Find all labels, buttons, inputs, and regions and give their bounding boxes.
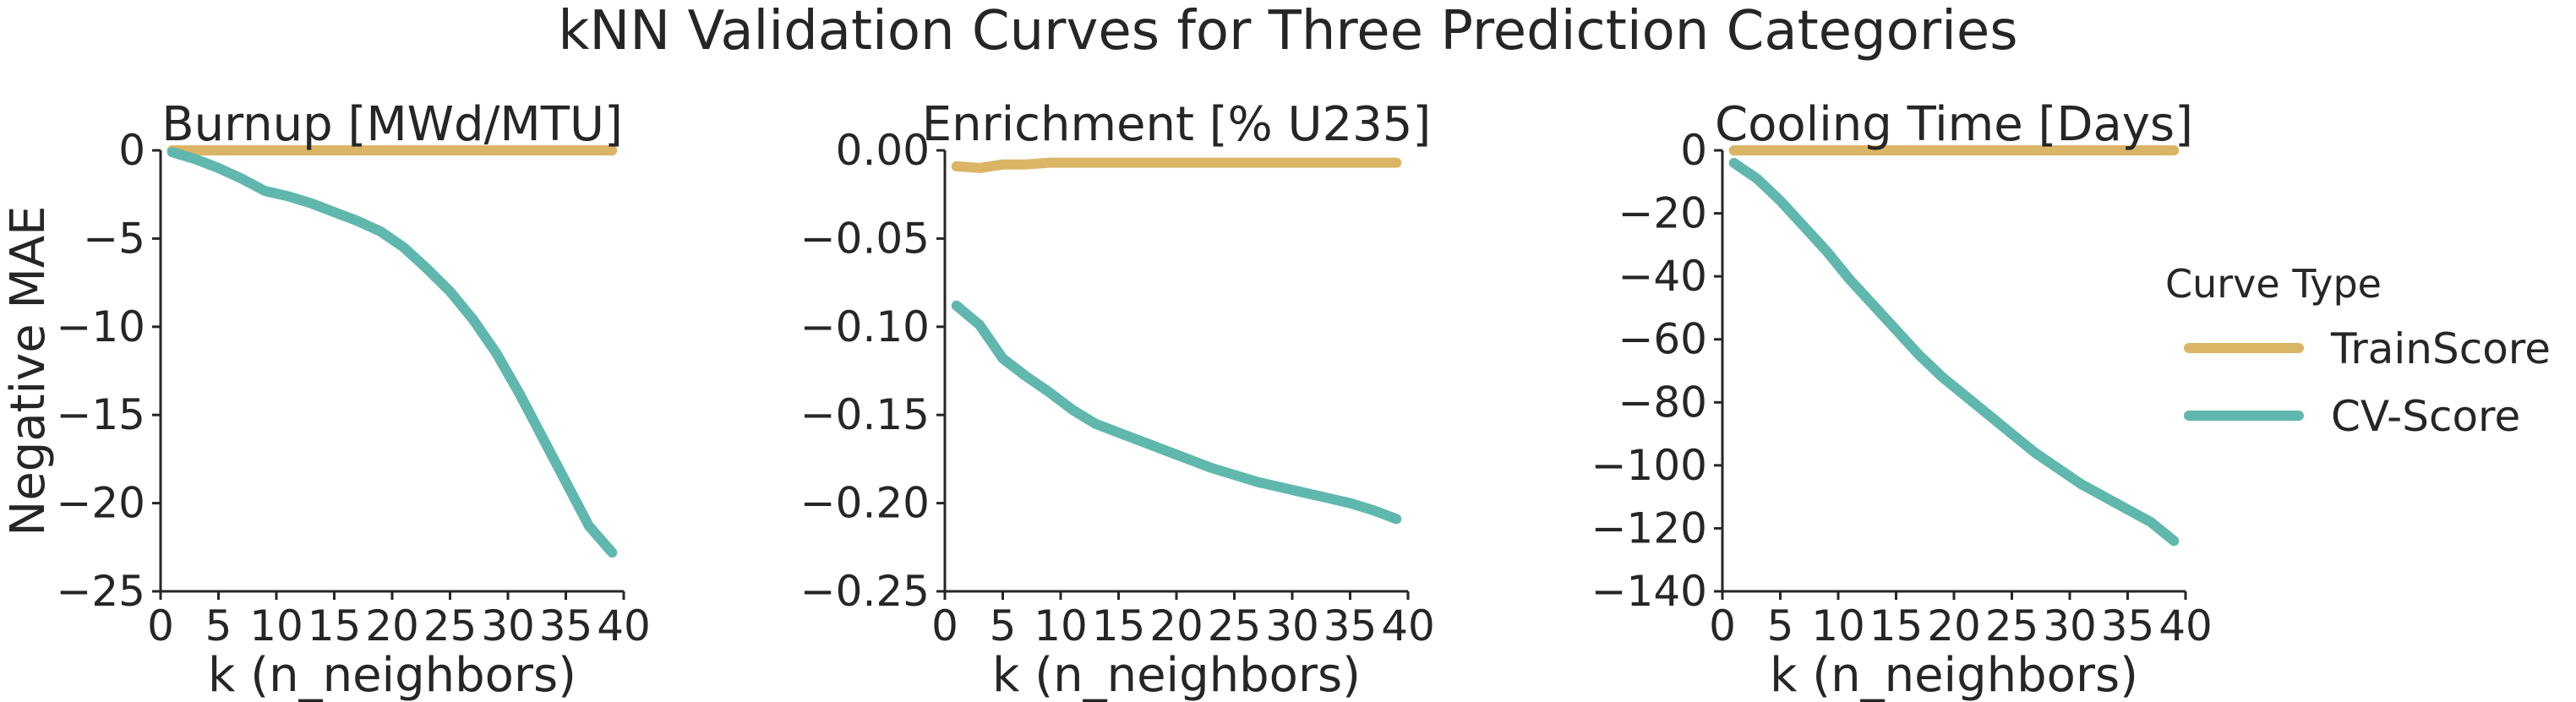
y-tick-label: −120 — [1591, 503, 1707, 552]
x-tick-label: 10 — [249, 601, 303, 650]
x-tick-label: 40 — [1381, 601, 1435, 650]
x-tick-label: 0 — [1709, 601, 1736, 650]
x-axis-label: k (n_neighbors) — [208, 648, 576, 702]
y-tick-label: −15 — [56, 390, 145, 439]
y-tick-label: −0.20 — [800, 479, 930, 528]
x-tick-label: 5 — [990, 601, 1017, 650]
y-tick-label: 0 — [1680, 126, 1707, 175]
series-line-trainscore — [951, 157, 1402, 173]
series-line-cv-score — [951, 300, 1402, 525]
y-axis-label: Negative MAE — [1, 205, 56, 536]
y-tick-label: −0.15 — [800, 390, 930, 439]
x-tick-label: 30 — [1265, 601, 1319, 650]
y-tick-label: −100 — [1591, 441, 1707, 490]
y-tick-label: −10 — [56, 302, 145, 351]
x-tick-label: 25 — [1208, 601, 1262, 650]
y-tick-label: 0.00 — [836, 126, 930, 175]
x-tick-label: 25 — [1985, 601, 2039, 650]
panel-title: Cooling Time [Days] — [1715, 97, 2193, 152]
y-tick-label: −0.05 — [800, 214, 930, 263]
x-tick-label: 40 — [2158, 601, 2213, 650]
y-tick-label: −140 — [1591, 567, 1707, 616]
x-tick-label: 15 — [308, 601, 362, 650]
y-tick-label: −20 — [56, 479, 145, 528]
legend-title: Curve Type — [2165, 261, 2382, 307]
legend-label-cv-score: CV-Score — [2331, 392, 2520, 441]
x-tick-label: 25 — [423, 601, 478, 650]
series-line-cv-score — [166, 147, 618, 558]
x-tick-label: 20 — [1927, 601, 1981, 650]
x-tick-label: 20 — [1149, 601, 1203, 650]
x-tick-label: 10 — [1811, 601, 1865, 650]
panel-title: Burnup [MWd/MTU] — [161, 97, 623, 152]
x-tick-label: 30 — [2043, 601, 2097, 650]
y-tick-label: −80 — [1618, 378, 1707, 427]
y-tick-label: −0.10 — [800, 302, 930, 351]
x-tick-label: 0 — [931, 601, 958, 650]
x-tick-label: 30 — [481, 601, 535, 650]
panel-title: Enrichment [% U235] — [922, 97, 1432, 152]
x-tick-label: 35 — [539, 601, 593, 650]
y-tick-label: −25 — [56, 567, 145, 616]
x-tick-label: 5 — [205, 601, 232, 650]
legend: Curve Type TrainScore CV-Score — [2165, 261, 2551, 441]
x-tick-label: 35 — [1323, 601, 1378, 650]
legend-label-trainscore: TrainScore — [2330, 324, 2551, 373]
panel-2: 0 5 10 15 20 25 30 35 40 0.00 −0.05 −0.10 −0.15 −0.20… — [800, 97, 1435, 702]
x-tick-label: 0 — [147, 601, 174, 650]
y-tick-label: −0.25 — [800, 567, 930, 616]
x-axis-label: k (n_neighbors) — [1770, 648, 2138, 702]
x-tick-label: 15 — [1869, 601, 1924, 650]
y-tick-label: −20 — [1618, 189, 1707, 238]
x-tick-label: 35 — [2101, 601, 2155, 650]
y-tick-label: −5 — [83, 214, 145, 263]
panel-3: 0 5 10 15 20 25 30 35 400−20−40−60−80−100−120−14… — [1591, 97, 2213, 702]
x-tick-label: 5 — [1767, 601, 1794, 650]
figure-title: kNN Validation Curves for Three Predicti… — [558, 0, 2017, 63]
y-tick-label: −60 — [1618, 315, 1707, 364]
y-tick-label: 0 — [118, 126, 145, 175]
x-tick-label: 20 — [365, 601, 419, 650]
x-tick-label: 40 — [597, 601, 651, 650]
x-tick-label: 15 — [1092, 601, 1146, 650]
x-tick-label: 10 — [1034, 601, 1088, 650]
series-line-cv-score — [1728, 157, 2180, 547]
x-axis-label: k (n_neighbors) — [992, 648, 1361, 702]
y-tick-label: −40 — [1618, 252, 1707, 301]
